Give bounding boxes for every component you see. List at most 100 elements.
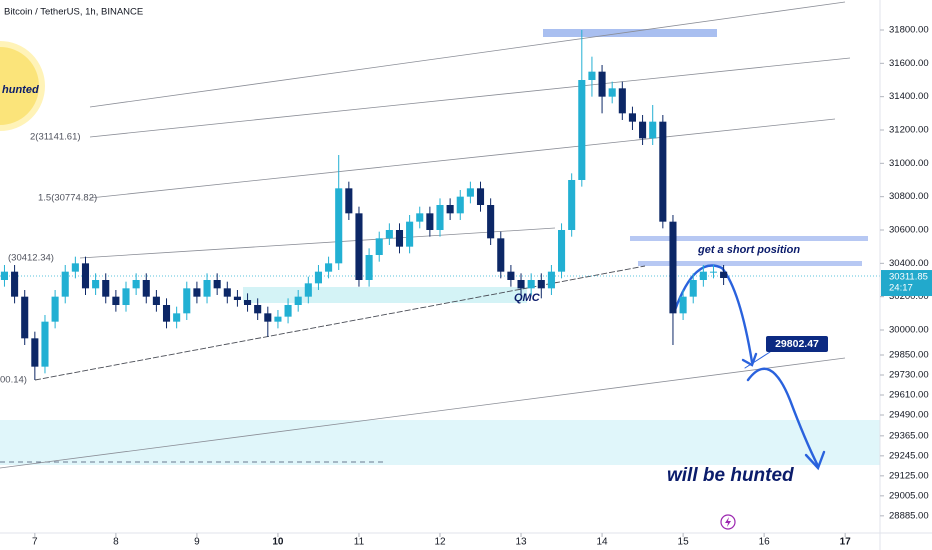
candle-body — [335, 188, 343, 264]
candle-body — [659, 121, 667, 222]
last-price-label: 30311.85 — [889, 272, 928, 283]
channel — [0, 1, 851, 469]
x-tick-label: 8 — [113, 537, 119, 548]
candle-body — [102, 280, 110, 297]
fib-label: 00.14) — [0, 375, 27, 386]
candle-body — [618, 88, 626, 114]
candle-body — [598, 71, 606, 97]
candle-body — [21, 296, 29, 339]
candle-body — [274, 316, 282, 322]
y-tick-label: 29850.00 — [889, 350, 929, 361]
candle-body — [152, 296, 160, 305]
y-tick-label: 30600.00 — [889, 225, 929, 236]
qmc-zone — [243, 287, 527, 303]
candle-body — [446, 205, 454, 214]
x-tick-label: 10 — [272, 537, 284, 548]
x-tick-label: 17 — [840, 537, 852, 548]
candle-body — [0, 271, 9, 280]
y-tick-label: 29730.00 — [889, 370, 929, 381]
candle-body — [395, 230, 404, 247]
last-price-box — [881, 270, 932, 297]
candle-body — [517, 280, 525, 289]
candle-body — [649, 121, 657, 139]
target-box — [766, 336, 828, 352]
hunted-label: will be hunted — [667, 465, 794, 486]
target-label: 29802.47 — [775, 338, 819, 350]
candle-body — [406, 221, 414, 247]
y-tick-label: 29490.00 — [889, 410, 929, 421]
x-tick-label: 15 — [678, 537, 690, 548]
y-tick-label: 31000.00 — [889, 158, 929, 169]
fib-label: 2(31141.61) — [30, 132, 81, 143]
candle-body — [31, 338, 39, 367]
short-zone — [630, 236, 868, 241]
y-tick-label: 30400.00 — [889, 258, 929, 269]
candle-body — [264, 313, 272, 322]
candle-body — [487, 205, 495, 239]
countdown-label: 24:17 — [889, 283, 913, 294]
candle-body — [527, 280, 535, 289]
candle-body — [699, 271, 707, 280]
candle-body — [314, 271, 322, 284]
candle-body — [92, 280, 100, 289]
candle-body — [639, 121, 647, 139]
short-label: get a short position — [697, 244, 800, 256]
candle-body — [709, 271, 718, 273]
candle-body — [254, 305, 262, 314]
candle-body — [588, 71, 596, 80]
short-zone — [638, 261, 862, 266]
top-zone — [543, 29, 717, 37]
candle-body — [223, 288, 231, 297]
x-tick-label: 9 — [194, 537, 200, 548]
x-tick-label: 14 — [597, 537, 609, 548]
candle-body — [497, 238, 505, 272]
candle-body — [203, 280, 211, 297]
y-tick-label: 30000.00 — [889, 325, 929, 336]
candle-body — [456, 196, 464, 214]
candle-body — [345, 188, 353, 214]
candle-body — [476, 188, 485, 205]
x-tick-label: 12 — [434, 537, 446, 548]
candle-body — [466, 188, 474, 197]
candle-body — [233, 296, 241, 300]
event-icon — [725, 517, 731, 527]
y-tick-label: 30200.00 — [889, 291, 929, 302]
candle-body — [132, 280, 140, 289]
fib-label: (30412.34) — [8, 253, 54, 264]
candle-body — [284, 305, 292, 317]
candle-body — [162, 305, 171, 322]
candle-body — [436, 205, 444, 230]
candle-body — [547, 271, 555, 289]
y-tick-label: 31200.00 — [889, 125, 929, 136]
candle-body — [193, 288, 201, 297]
y-tick-label: 31800.00 — [889, 25, 929, 36]
candle-body — [568, 180, 576, 230]
y-tick-label: 28885.00 — [889, 510, 929, 521]
y-tick-label: 29005.00 — [889, 490, 929, 501]
y-tick-label: 29365.00 — [889, 430, 929, 441]
candle-body — [11, 271, 19, 297]
candle-body — [558, 230, 566, 272]
candle-body — [304, 283, 312, 297]
candle-body — [112, 296, 120, 305]
candle-body — [365, 255, 373, 280]
y-tick-label: 31400.00 — [889, 91, 929, 102]
x-tick-label: 13 — [515, 537, 527, 548]
y-tick-label: 29610.00 — [889, 390, 929, 401]
candle-body — [325, 263, 333, 272]
candle-body — [51, 296, 59, 322]
candle-body — [81, 263, 90, 289]
candle-body — [41, 321, 49, 367]
candle-body — [71, 263, 79, 272]
fib-label: 1.5(30774.82) — [38, 193, 97, 204]
candle-body — [578, 80, 586, 180]
candle-body — [537, 280, 545, 289]
x-tick-label: 11 — [354, 537, 365, 548]
candle-body — [689, 280, 697, 297]
y-tick-label: 30800.00 — [889, 191, 929, 202]
candle-body — [608, 88, 616, 97]
candle-body — [679, 296, 687, 314]
highlight-circle — [0, 41, 45, 131]
candle-body — [720, 271, 728, 278]
hunted-left: hunted — [2, 84, 39, 96]
